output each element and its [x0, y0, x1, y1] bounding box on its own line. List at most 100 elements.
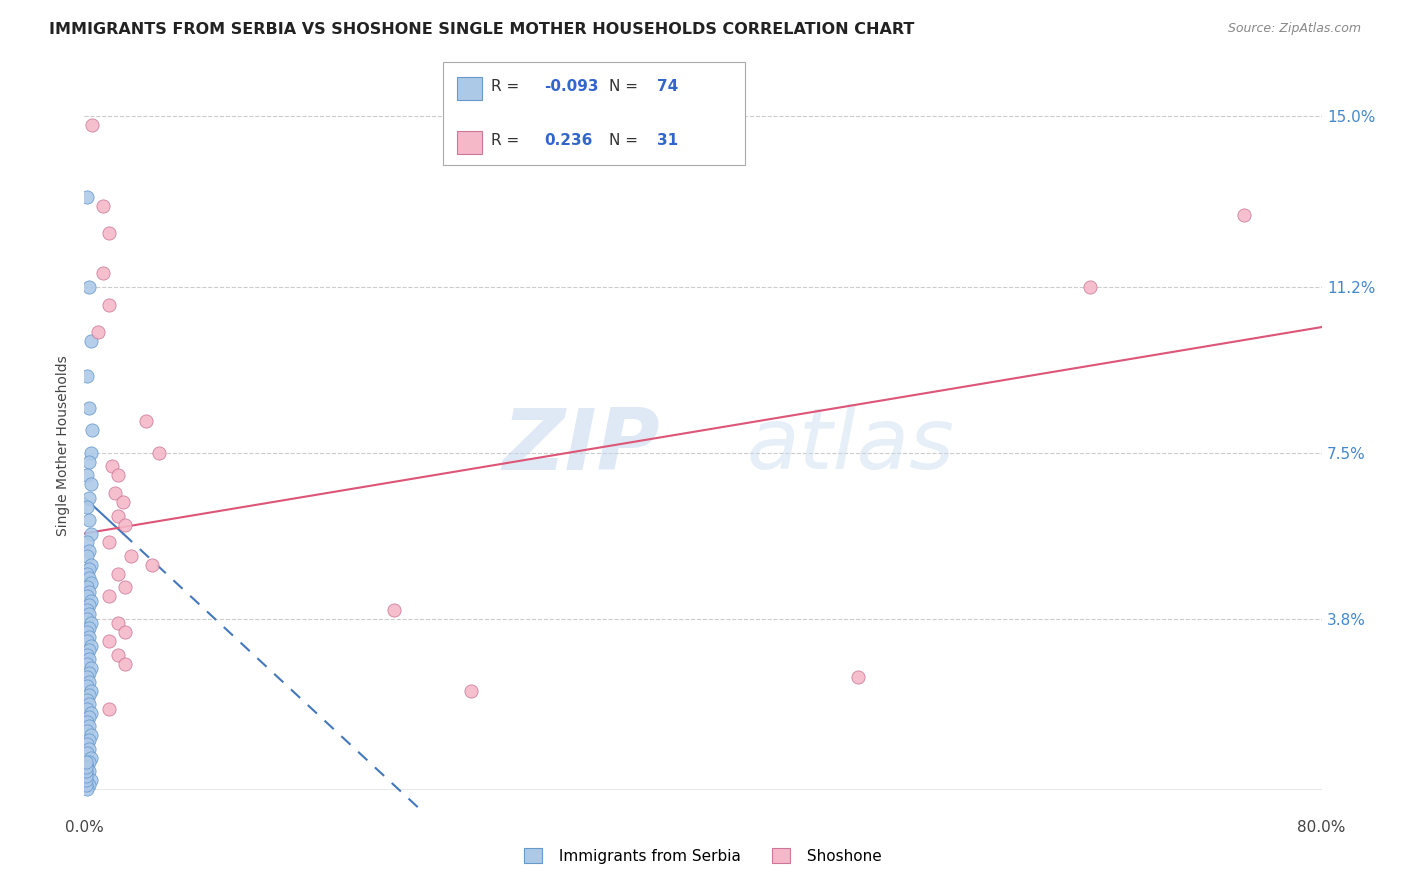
Point	[77, 742, 100, 756]
Point	[76, 580, 98, 594]
Point	[75, 756, 97, 770]
Point	[76, 566, 98, 581]
Point	[77, 643, 100, 657]
Point	[76, 500, 98, 514]
Point	[98, 590, 121, 604]
Point	[76, 692, 98, 706]
Text: 31: 31	[657, 134, 678, 148]
Point	[76, 549, 98, 563]
Point	[76, 670, 98, 684]
Point	[76, 612, 98, 626]
Point	[141, 558, 163, 572]
Point	[76, 760, 98, 774]
Point	[79, 661, 101, 675]
Text: N =: N =	[609, 79, 638, 94]
Point	[76, 190, 98, 204]
Point	[76, 723, 98, 738]
Point	[76, 657, 98, 671]
Point	[77, 652, 100, 666]
Text: R =: R =	[491, 134, 519, 148]
Point	[98, 701, 121, 715]
Point	[76, 535, 98, 549]
Legend:  Immigrants from Serbia,  Shoshone: Immigrants from Serbia, Shoshone	[517, 842, 889, 870]
Point	[77, 279, 100, 293]
Y-axis label: Single Mother Households: Single Mother Households	[56, 356, 70, 536]
Point	[107, 468, 129, 483]
Point	[79, 477, 101, 491]
Point	[77, 688, 100, 702]
Point	[79, 751, 101, 765]
Point	[79, 616, 101, 631]
Point	[75, 769, 97, 783]
Point	[114, 625, 136, 640]
Point	[98, 226, 121, 240]
Point	[76, 369, 98, 384]
Point	[82, 118, 104, 132]
Point	[114, 580, 136, 594]
Point	[79, 594, 101, 608]
Point	[112, 495, 135, 509]
Point	[76, 769, 98, 783]
Point	[382, 603, 405, 617]
Point	[77, 621, 100, 635]
Point	[76, 590, 98, 604]
Text: IMMIGRANTS FROM SERBIA VS SHOSHONE SINGLE MOTHER HOUSEHOLDS CORRELATION CHART: IMMIGRANTS FROM SERBIA VS SHOSHONE SINGL…	[49, 22, 914, 37]
Point	[76, 747, 98, 761]
Point	[75, 764, 97, 779]
Point	[79, 728, 101, 742]
Point	[76, 468, 98, 483]
Point	[98, 535, 121, 549]
Point	[79, 558, 101, 572]
Point	[135, 414, 157, 428]
Text: N =: N =	[609, 134, 638, 148]
Point	[77, 562, 100, 576]
Point	[79, 334, 101, 348]
Point	[79, 706, 101, 720]
Point	[846, 670, 869, 684]
Point	[107, 648, 129, 662]
Point	[91, 199, 114, 213]
Point	[460, 683, 482, 698]
Text: ZIP: ZIP	[502, 404, 659, 488]
Point	[77, 599, 100, 613]
Point	[75, 760, 97, 774]
Text: R =: R =	[491, 79, 519, 94]
Point	[76, 648, 98, 662]
Point	[77, 544, 100, 558]
Point	[75, 778, 97, 792]
Point	[82, 423, 104, 437]
Point	[77, 778, 100, 792]
Point	[77, 607, 100, 622]
Point	[77, 571, 100, 585]
Point	[104, 486, 127, 500]
Text: Source: ZipAtlas.com: Source: ZipAtlas.com	[1227, 22, 1361, 36]
Point	[77, 697, 100, 711]
Point	[76, 634, 98, 648]
Point	[77, 491, 100, 505]
Point	[98, 298, 121, 312]
Text: -0.093: -0.093	[544, 79, 599, 94]
Point	[79, 773, 101, 788]
Point	[77, 455, 100, 469]
Point	[1078, 279, 1101, 293]
Point	[77, 764, 100, 779]
Point	[120, 549, 142, 563]
Point	[79, 526, 101, 541]
Point	[114, 517, 136, 532]
Point	[91, 266, 114, 280]
Point	[77, 513, 100, 527]
Point	[87, 325, 110, 339]
Point	[76, 679, 98, 693]
Point	[76, 625, 98, 640]
Point	[107, 508, 129, 523]
Point	[101, 459, 124, 474]
Point	[77, 756, 100, 770]
Point	[77, 630, 100, 644]
Point	[1233, 208, 1256, 222]
Point	[107, 566, 129, 581]
Point	[76, 603, 98, 617]
Point	[76, 782, 98, 797]
Point	[77, 674, 100, 689]
Text: 0.236: 0.236	[544, 134, 592, 148]
Point	[75, 773, 97, 788]
